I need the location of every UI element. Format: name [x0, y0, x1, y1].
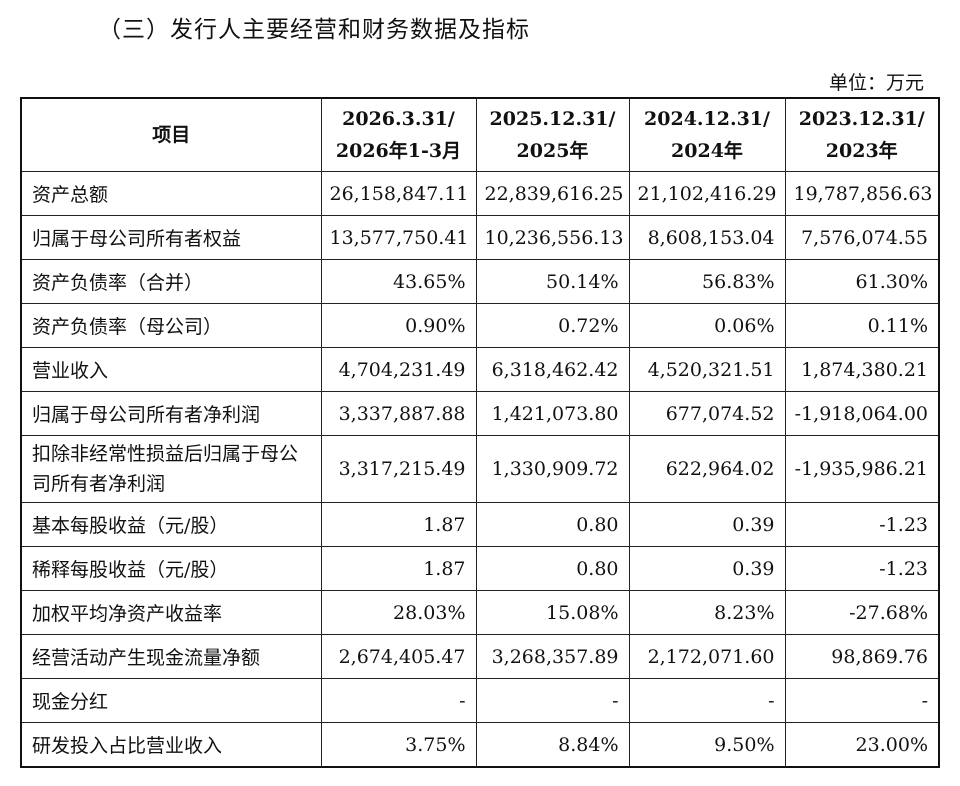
row-label: 归属于母公司所有者权益	[20, 215, 322, 260]
table-row: 资产负债率（母公司） 0.90% 0.72% 0.06% 0.11%	[20, 303, 940, 348]
row-label: 资产总额	[20, 171, 322, 216]
cell-value: 23.00%	[784, 722, 940, 768]
cell-value: 1,874,380.21	[784, 347, 940, 392]
header-item: 项目	[20, 97, 322, 172]
cell-value: 1.87	[320, 502, 477, 547]
table-row: 资产负债率（合并） 43.65% 50.14% 56.83% 61.30%	[20, 259, 940, 304]
cell-value: -1.23	[784, 502, 940, 547]
table-row: 经营活动产生现金流量净额 2,674,405.47 3,268,357.89 2…	[20, 634, 940, 679]
cell-value: 22,839,616.25	[475, 171, 630, 216]
cell-value: 4,704,231.49	[320, 347, 477, 392]
cell-value: -1.23	[784, 546, 940, 591]
table-row: 现金分红 - - - -	[20, 678, 940, 723]
header-col-2023-line1: 2023.12.31/	[798, 108, 925, 130]
table-row: 稀释每股收益（元/股） 1.87 0.80 0.39 -1.23	[20, 546, 940, 591]
cell-value: 0.72%	[475, 303, 630, 348]
header-col-2024: 2024.12.31/ 2024年	[628, 97, 786, 172]
table-header-row: 项目 2026.3.31/ 2026年1-3月 2025.12.31/ 2025…	[20, 97, 940, 172]
header-col-2024-line2: 2024年	[671, 140, 743, 162]
header-col-2024-line1: 2024.12.31/	[644, 108, 770, 130]
row-label: 稀释每股收益（元/股）	[20, 546, 322, 591]
cell-value: -1,918,064.00	[784, 391, 940, 436]
row-label: 现金分红	[20, 678, 322, 723]
cell-value: 0.11%	[784, 303, 940, 348]
cell-value: 56.83%	[628, 259, 786, 304]
header-col-2023-line2: 2023年	[825, 140, 898, 162]
cell-value: 26,158,847.11	[320, 171, 477, 216]
cell-value: 0.39	[628, 502, 786, 547]
cell-value: 1,330,909.72	[475, 435, 630, 503]
table-row: 研发投入占比营业收入 3.75% 8.84% 9.50% 23.00%	[20, 722, 940, 768]
row-label: 经营活动产生现金流量净额	[20, 634, 322, 679]
cell-value: 8,608,153.04	[628, 215, 786, 260]
cell-value: 0.80	[475, 546, 630, 591]
row-label: 扣除非经常性损益后归属于母公司所有者净利润	[20, 435, 322, 503]
row-label: 营业收入	[20, 347, 322, 392]
cell-value: 28.03%	[320, 590, 477, 635]
cell-value: 15.08%	[475, 590, 630, 635]
cell-value: -1,935,986.21	[784, 435, 940, 503]
row-label: 归属于母公司所有者净利润	[20, 391, 322, 436]
cell-value: 13,577,750.41	[320, 215, 477, 260]
table-row: 营业收入 4,704,231.49 6,318,462.42 4,520,321…	[20, 347, 940, 392]
cell-value: 50.14%	[475, 259, 630, 304]
unit-label: 单位：万元	[828, 72, 924, 94]
cell-value: 9.50%	[628, 722, 786, 768]
cell-value: 0.90%	[320, 303, 477, 348]
cell-value: 2,674,405.47	[320, 634, 477, 679]
header-col-2025-line1: 2025.12.31/	[489, 108, 616, 130]
row-label: 研发投入占比营业收入	[20, 722, 322, 768]
financial-data-table: 项目 2026.3.31/ 2026年1-3月 2025.12.31/ 2025…	[20, 97, 940, 768]
header-col-2023: 2023.12.31/ 2023年	[784, 97, 940, 172]
cell-value: 0.80	[475, 502, 630, 547]
table-row: 归属于母公司所有者净利润 3,337,887.88 1,421,073.80 6…	[20, 391, 940, 436]
cell-value: 622,964.02	[628, 435, 786, 503]
header-col-2026-line2: 2026年1-3月	[335, 140, 462, 162]
cell-value: 3.75%	[320, 722, 477, 768]
cell-value: 98,869.76	[784, 634, 940, 679]
cell-value: 21,102,416.29	[628, 171, 786, 216]
section-title: （三）发行人主要经营和财务数据及指标	[98, 17, 530, 43]
cell-value: 43.65%	[320, 259, 477, 304]
cell-value: 2,172,071.60	[628, 634, 786, 679]
header-col-2026: 2026.3.31/ 2026年1-3月	[320, 97, 477, 172]
cell-value: 3,317,215.49	[320, 435, 477, 503]
header-col-2025-line2: 2025年	[516, 140, 589, 162]
cell-value: 0.06%	[628, 303, 786, 348]
cell-value: 0.39	[628, 546, 786, 591]
cell-value: -	[475, 678, 630, 723]
cell-value: 8.84%	[475, 722, 630, 768]
cell-value: -27.68%	[784, 590, 940, 635]
row-label: 加权平均净资产收益率	[20, 590, 322, 635]
header-col-2026-line1: 2026.3.31/	[342, 108, 455, 130]
cell-value: 6,318,462.42	[475, 347, 630, 392]
table-row: 归属于母公司所有者权益 13,577,750.41 10,236,556.13 …	[20, 215, 940, 260]
cell-value: 19,787,856.63	[784, 171, 940, 216]
cell-value: 1.87	[320, 546, 477, 591]
cell-value: 3,337,887.88	[320, 391, 477, 436]
cell-value: -	[784, 678, 940, 723]
cell-value: 7,576,074.55	[784, 215, 940, 260]
cell-value: 3,268,357.89	[475, 634, 630, 679]
cell-value: 4,520,321.51	[628, 347, 786, 392]
table-row: 加权平均净资产收益率 28.03% 15.08% 8.23% -27.68%	[20, 590, 940, 635]
cell-value: -	[628, 678, 786, 723]
row-label: 基本每股收益（元/股）	[20, 502, 322, 547]
cell-value: 61.30%	[784, 259, 940, 304]
cell-value: 8.23%	[628, 590, 786, 635]
cell-value: -	[320, 678, 477, 723]
cell-value: 677,074.52	[628, 391, 786, 436]
header-col-2025: 2025.12.31/ 2025年	[475, 97, 630, 172]
cell-value: 1,421,073.80	[475, 391, 630, 436]
row-label: 资产负债率（合并）	[20, 259, 322, 304]
row-label: 资产负债率（母公司）	[20, 303, 322, 348]
cell-value: 10,236,556.13	[475, 215, 630, 260]
table-row: 基本每股收益（元/股） 1.87 0.80 0.39 -1.23	[20, 502, 940, 547]
table-row: 扣除非经常性损益后归属于母公司所有者净利润 3,317,215.49 1,330…	[20, 435, 940, 503]
table-row: 资产总额 26,158,847.11 22,839,616.25 21,102,…	[20, 171, 940, 216]
